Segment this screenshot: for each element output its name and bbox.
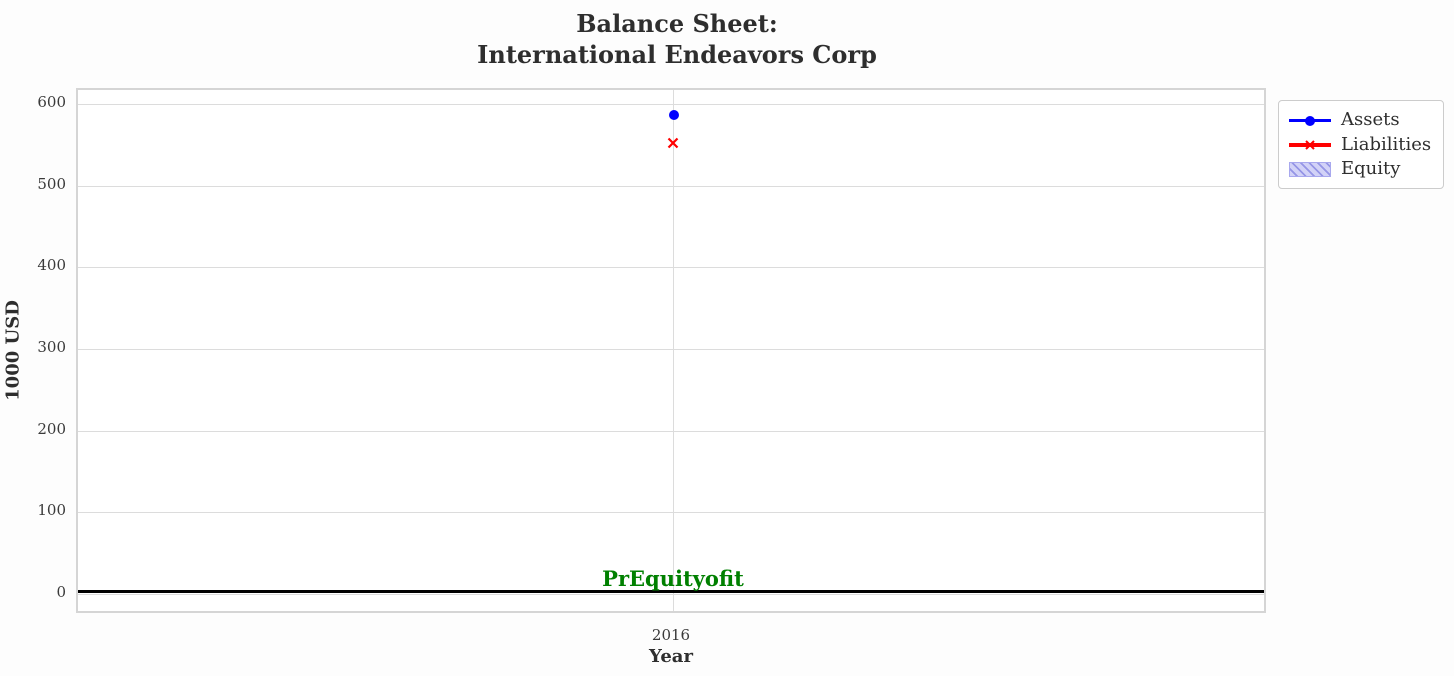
chart-title: Balance Sheet: International Endeavors C… [0, 8, 1354, 70]
liabilities-x-marker [667, 137, 679, 149]
gridline-h-500 [78, 185, 1264, 187]
legend-item-assets: Assets [1289, 108, 1433, 132]
y-axis-label: 1000 USD [2, 300, 24, 401]
gridline-h-600 [78, 104, 1264, 105]
liabilities-line-swatch-icon [1289, 137, 1331, 153]
y-tick-600: 600 [37, 93, 66, 111]
chart-title-line1: Balance Sheet: [576, 9, 778, 38]
y-tick-0: 0 [56, 583, 66, 601]
gridline-h-300 [78, 349, 1264, 350]
y-tick-500: 500 [37, 175, 66, 193]
legend-item-equity: Equity [1289, 157, 1433, 181]
legend-label-equity: Equity [1341, 158, 1401, 179]
gridline-v-2016 [673, 90, 674, 611]
assets-line-swatch-icon [1289, 112, 1331, 128]
gridline-h-0 [78, 594, 1264, 595]
legend: Assets Liabilities Equity [1278, 100, 1444, 189]
x-tick-2016: 2016 [651, 626, 691, 644]
chart-title-line2: International Endeavors Corp [477, 40, 877, 69]
legend-label-assets: Assets [1341, 109, 1400, 130]
gridline-h-200 [78, 430, 1264, 432]
y-tick-200: 200 [37, 420, 66, 438]
zero-baseline [78, 590, 1264, 593]
assets-data-point-marker [669, 110, 679, 120]
y-tick-300: 300 [37, 338, 66, 356]
y-tick-100: 100 [37, 501, 66, 519]
legend-label-liabilities: Liabilities [1341, 133, 1432, 155]
gridline-h-100 [78, 512, 1264, 514]
y-tick-400: 400 [37, 256, 66, 274]
equity-hatched-patch-icon [1289, 161, 1331, 177]
x-axis-label: Year [649, 646, 693, 667]
legend-item-liabilities: Liabilities [1289, 133, 1433, 157]
plot-area: PrEquityofit [76, 88, 1266, 613]
plot-annotation: PrEquityofit [602, 566, 744, 591]
gridline-h-400 [78, 267, 1264, 269]
